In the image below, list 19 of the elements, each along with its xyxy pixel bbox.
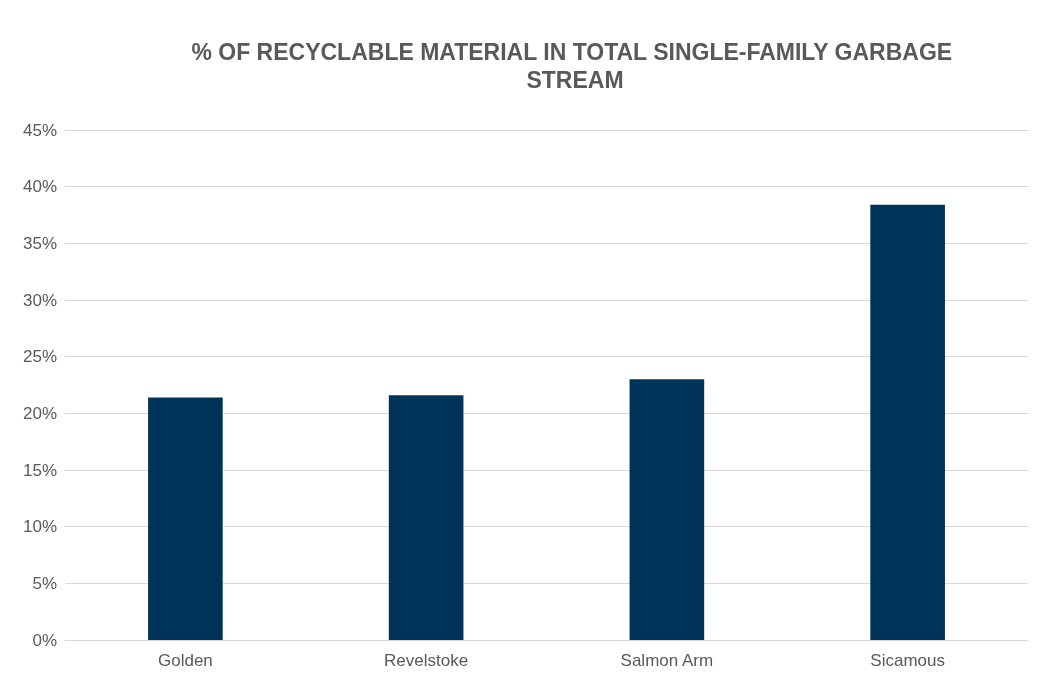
bar (629, 379, 705, 640)
y-tick-label: 15% (22, 460, 57, 480)
y-tick-label: 10% (22, 517, 57, 537)
bar (148, 397, 223, 640)
y-tick-label: 30% (22, 290, 57, 310)
chart-title: % OF RECYCLABLE MATERIAL IN TOTAL SINGLE-FAMILY GARBAGE STREAM (191, 39, 959, 93)
x-tick-label: Sicamous (870, 651, 945, 670)
y-tick-label: 35% (22, 233, 57, 253)
y-tick-label: 20% (22, 403, 57, 423)
y-tick-label: 25% (22, 347, 57, 367)
bar (388, 395, 464, 640)
x-tick-label: Golden (157, 651, 213, 670)
bar (870, 204, 945, 640)
y-tick-label: 40% (22, 177, 57, 197)
y-tick-label: 45% (22, 120, 57, 140)
x-tick-label: Revelstoke (384, 651, 469, 670)
y-tick-label: 0% (32, 630, 57, 650)
x-tick-label: Salmon Arm (620, 651, 714, 670)
y-tick-label: 5% (32, 573, 57, 593)
